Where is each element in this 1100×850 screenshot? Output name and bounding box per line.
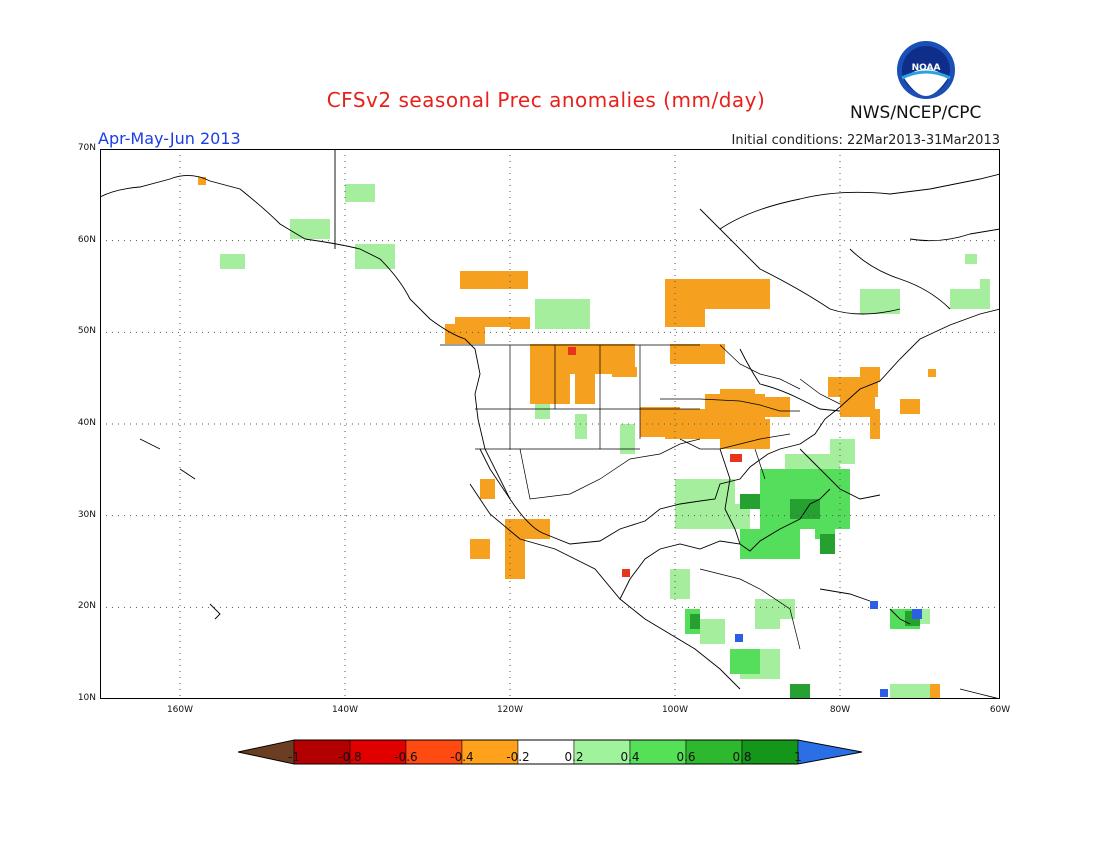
- anomaly-cell: [980, 279, 990, 289]
- anomaly-cell: [840, 397, 875, 417]
- anomaly-cell: [740, 529, 800, 559]
- anomaly-cell: [670, 569, 690, 599]
- lon-label: 60W: [989, 705, 1011, 715]
- anomaly-cell: [520, 519, 550, 539]
- colorbar: [238, 739, 862, 765]
- anomaly-cell: [880, 689, 888, 697]
- anomaly-cells: [198, 177, 990, 699]
- lat-label: 20N: [77, 601, 96, 612]
- anomaly-cell: [950, 289, 990, 309]
- colorbar-tick-label: 1: [794, 750, 802, 764]
- anomaly-cell: [535, 299, 590, 329]
- anomaly-cell: [790, 499, 820, 519]
- colorbar-tick-label: -0.8: [338, 750, 362, 764]
- anomaly-cell: [790, 684, 810, 699]
- anomaly-cell: [690, 614, 700, 629]
- colorbar-segment: [685, 739, 743, 765]
- colorbar-high-arrow: [797, 739, 862, 765]
- agency-label: NWS/NCEP/CPC: [850, 103, 982, 123]
- colorbar-tick-label: 0.2: [564, 750, 584, 764]
- anomaly-cell: [345, 184, 375, 202]
- anomaly-cell: [928, 369, 936, 377]
- anomaly-cell: [730, 649, 760, 674]
- colorbar-segment: [461, 739, 519, 765]
- anomaly-cell: [580, 364, 595, 394]
- colorbar-segment: [517, 739, 575, 765]
- anomaly-cell: [670, 344, 725, 364]
- anomaly-cell: [575, 414, 587, 439]
- colorbar-tick-label: -1: [288, 750, 300, 764]
- lat-label: 30N: [77, 509, 96, 520]
- noaa-logo-icon: NOAA: [897, 41, 955, 99]
- colorbar-segment: [629, 739, 687, 765]
- colorbar-tick-label: -0.6: [394, 750, 418, 764]
- initial-conditions-label: Initial conditions: 22Mar2013-31Mar2013: [731, 133, 1001, 148]
- anomaly-cell: [900, 399, 920, 414]
- anomaly-cell: [568, 347, 576, 355]
- precip-anomaly-map: [100, 149, 1000, 699]
- anomaly-cell: [700, 619, 725, 644]
- colorbar-segment: [349, 739, 407, 765]
- anomaly-cell: [470, 539, 490, 559]
- lon-label: 140W: [331, 705, 359, 715]
- anomaly-cell: [890, 684, 930, 699]
- anomaly-cell: [612, 367, 637, 377]
- anomaly-cell: [290, 219, 330, 239]
- lat-label: 40N: [77, 418, 96, 428]
- colorbar-tick-label: 0.8: [732, 750, 752, 764]
- anomaly-cell: [820, 534, 835, 554]
- anomaly-cell: [780, 599, 795, 619]
- logo-text: NOAA: [912, 63, 941, 73]
- anomaly-cell: [445, 324, 485, 344]
- anomaly-cell: [535, 404, 550, 419]
- anomaly-cell: [665, 279, 770, 309]
- season-label: Apr-May-Jun 2013: [98, 129, 241, 148]
- anomaly-cell: [912, 609, 922, 619]
- gridlines: [100, 149, 1000, 699]
- lon-label: 80W: [829, 705, 851, 715]
- lon-label: 160W: [166, 705, 194, 715]
- anomaly-cell: [220, 254, 245, 269]
- borders: [440, 344, 841, 650]
- anomaly-cell: [510, 319, 530, 329]
- anomaly-cell: [760, 397, 790, 417]
- chart-title: CFSv2 seasonal Prec anomalies (mm/day): [326, 88, 766, 112]
- anomaly-cell: [455, 317, 530, 327]
- anomaly-cell: [870, 601, 878, 609]
- anomaly-cell: [735, 634, 743, 642]
- lat-label: 60N: [77, 234, 96, 245]
- anomaly-cell: [530, 344, 570, 404]
- colorbar-segment: [573, 739, 631, 765]
- lon-label: 120W: [496, 705, 524, 715]
- anomaly-cell: [860, 367, 880, 382]
- anomaly-cell: [860, 289, 900, 314]
- anomaly-cell: [665, 307, 705, 327]
- anomaly-cell: [480, 479, 495, 499]
- lat-label: 50N: [77, 326, 96, 337]
- anomaly-cell: [740, 494, 760, 509]
- anomaly-cell: [965, 254, 977, 264]
- colorbar-tick-label: -0.4: [450, 750, 474, 764]
- lat-label: 10N: [77, 693, 96, 703]
- anomaly-cell: [755, 599, 780, 629]
- anomaly-cell: [505, 519, 525, 579]
- lon-label: 100W: [661, 705, 689, 715]
- colorbar-tick-label: 0.4: [620, 750, 640, 764]
- anomaly-cell: [198, 177, 206, 185]
- anomaly-cell: [622, 569, 630, 577]
- coastlines: [100, 149, 1000, 699]
- anomaly-cell: [460, 271, 528, 289]
- anomaly-cell: [620, 424, 635, 454]
- colorbar-segment: [293, 739, 351, 765]
- colorbar-segment: [741, 739, 799, 765]
- lat-label: 70N: [77, 143, 96, 153]
- anomaly-cell: [730, 454, 742, 462]
- colorbar-tick-label: 0.6: [676, 750, 696, 764]
- colorbar-tick-label: -0.2: [506, 750, 530, 764]
